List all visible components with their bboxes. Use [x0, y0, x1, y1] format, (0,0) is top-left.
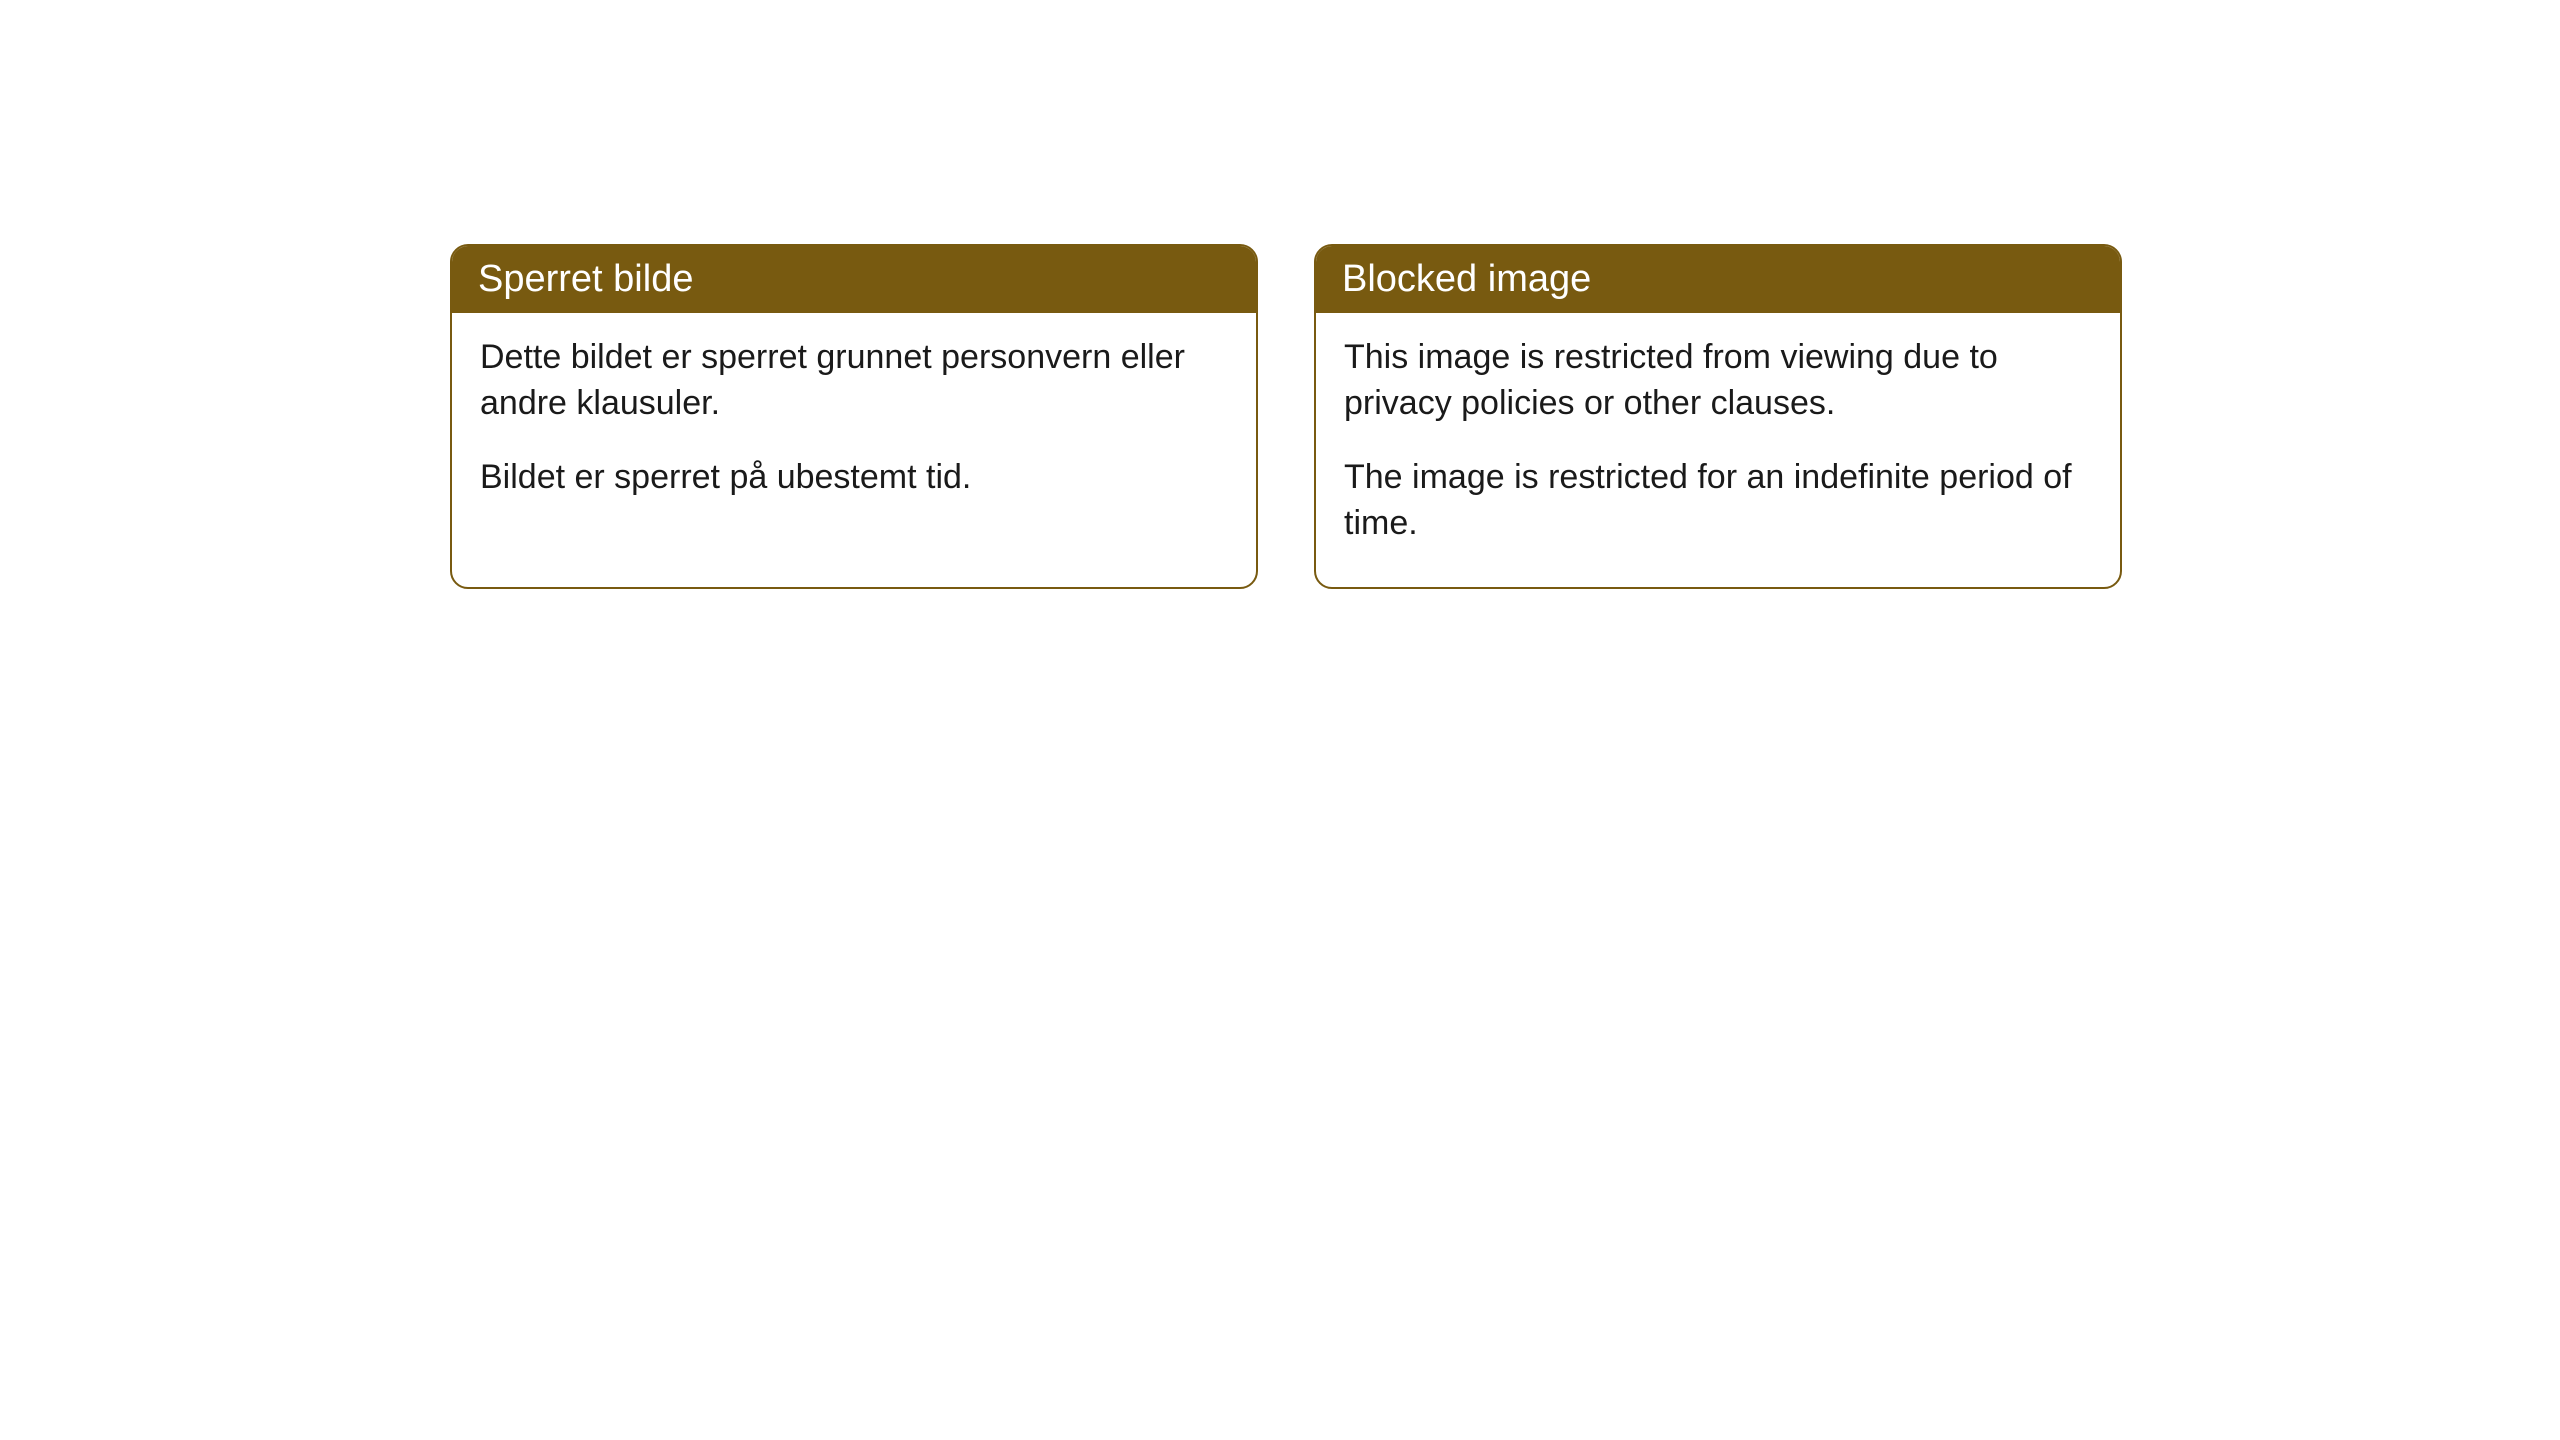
card-header: Blocked image	[1316, 246, 2120, 313]
notice-text: The image is restricted for an indefinit…	[1344, 455, 2092, 547]
blocked-image-card-english: Blocked image This image is restricted f…	[1314, 244, 2122, 589]
card-body: Dette bildet er sperret grunnet personve…	[452, 313, 1256, 541]
notice-text: Dette bildet er sperret grunnet personve…	[480, 335, 1228, 427]
card-body: This image is restricted from viewing du…	[1316, 313, 2120, 587]
notice-text: This image is restricted from viewing du…	[1344, 335, 2092, 427]
card-header: Sperret bilde	[452, 246, 1256, 313]
notice-text: Bildet er sperret på ubestemt tid.	[480, 455, 1228, 501]
blocked-image-card-norwegian: Sperret bilde Dette bildet er sperret gr…	[450, 244, 1258, 589]
notice-cards-container: Sperret bilde Dette bildet er sperret gr…	[450, 244, 2122, 589]
